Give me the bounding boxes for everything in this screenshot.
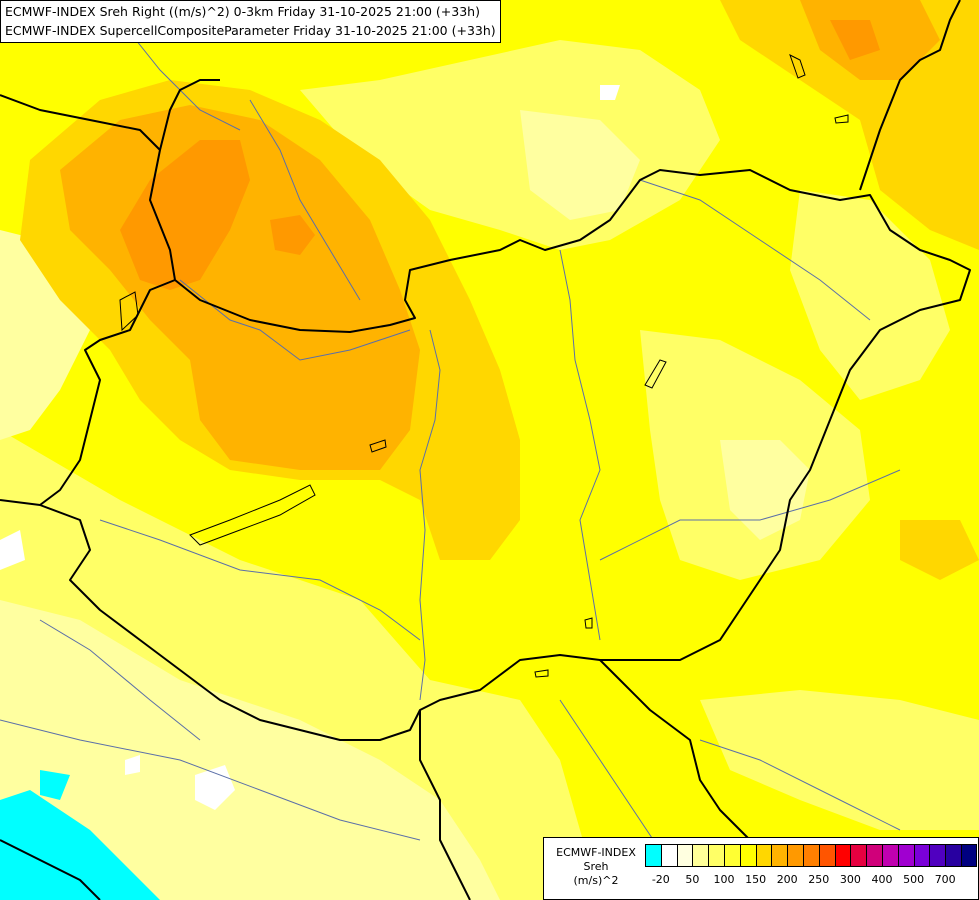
legend-tick-label: 400 (871, 873, 893, 886)
header-line-2: ECMWF-INDEX SupercellCompositeParameter … (5, 23, 496, 38)
legend-swatch (723, 845, 740, 866)
legend-swatch (708, 845, 724, 866)
legend-swatch (676, 845, 693, 866)
legend-swatch (787, 845, 803, 866)
field-white-spot-1 (195, 765, 235, 810)
legend-swatch (881, 845, 898, 866)
legend-swatch (929, 845, 946, 866)
legend-tick-label: 300 (839, 873, 861, 886)
field-dark-orange-spot (270, 215, 315, 255)
legend-swatch (866, 845, 882, 866)
legend-tick-label: -20 (651, 873, 670, 886)
legend-swatch (692, 845, 709, 866)
legend-tick-label: 700 (934, 873, 956, 886)
legend-title-line-1: ECMWF-INDEX (556, 846, 636, 859)
field-dark-orange-ne (830, 20, 880, 60)
field-white-spot-3 (600, 85, 620, 100)
legend-swatch (802, 845, 819, 866)
legend-title-line-2: Sreh (583, 860, 609, 873)
legend-swatch (960, 845, 977, 866)
lake-outlines (119, 54, 849, 678)
field-pale-yellow-n (520, 110, 640, 220)
legend-tick-label: 250 (808, 873, 830, 886)
field-gold-se (900, 520, 979, 580)
legend-swatch (897, 845, 914, 866)
legend-swatch (660, 845, 677, 866)
field-cyan-sw (0, 790, 160, 900)
field-cyan-sw-2 (40, 770, 70, 800)
legend-ticks: -20 50 100 150 200 250 300 400 500 700 (645, 873, 975, 889)
legend-swatch (645, 845, 661, 866)
legend-tick-label: 100 (713, 873, 735, 886)
field-light-yellow-s (700, 690, 979, 830)
legend-swatch (834, 845, 851, 866)
legend-tick-label: 500 (903, 873, 925, 886)
legend-swatch (850, 845, 867, 866)
header-box: ECMWF-INDEX Sreh Right ((m/s)^2) 0-3km F… (0, 0, 501, 43)
legend-title: ECMWF-INDEX Sreh (m/s)^2 (550, 846, 642, 888)
field-pale-yellow-sw (0, 600, 500, 900)
field-dark-orange-core (120, 140, 250, 290)
legend-swatch (771, 845, 788, 866)
legend-swatch (818, 845, 835, 866)
legend-swatch (945, 845, 961, 866)
field-white-spot-2 (125, 755, 140, 775)
legend-tick-label: 50 (685, 873, 700, 886)
legend-swatch (913, 845, 930, 866)
legend-tick-label: 200 (776, 873, 798, 886)
legend-title-line-3: (m/s)^2 (573, 874, 619, 887)
legend-swatches (645, 844, 977, 867)
legend-swatch (755, 845, 772, 866)
header-line-1: ECMWF-INDEX Sreh Right ((m/s)^2) 0-3km F… (5, 4, 480, 19)
legend-tick-label: 150 (745, 873, 767, 886)
field-white-spot-4 (0, 530, 25, 570)
color-legend: ECMWF-INDEX Sreh (m/s)^2 -20 50 100 150 200 2… (543, 837, 979, 900)
legend-swatch (739, 845, 756, 866)
